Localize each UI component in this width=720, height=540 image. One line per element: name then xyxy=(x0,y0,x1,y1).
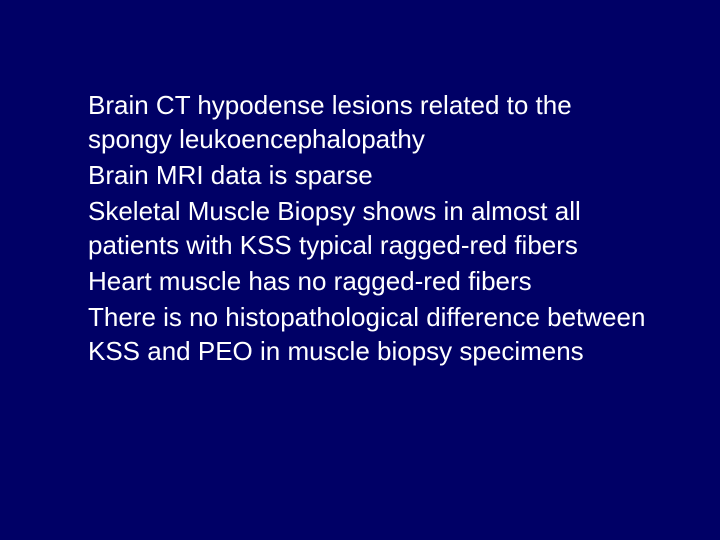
bullet-icon: • xyxy=(60,88,88,122)
bullet-icon: • xyxy=(60,194,88,228)
bullet-list: • Brain CT hypodense lesions related to … xyxy=(60,88,660,368)
bullet-text: Brain CT hypodense lesions related to th… xyxy=(88,88,660,156)
bullet-icon: • xyxy=(60,158,88,192)
bullet-text: There is no histopathological difference… xyxy=(88,300,660,368)
bullet-icon: • xyxy=(60,264,88,298)
list-item: • Skeletal Muscle Biopsy shows in almost… xyxy=(60,194,660,262)
list-item: • Brain CT hypodense lesions related to … xyxy=(60,88,660,156)
list-item: • Heart muscle has no ragged-red fibers xyxy=(60,264,660,298)
slide-container: • Brain CT hypodense lesions related to … xyxy=(0,0,720,540)
list-item: • There is no histopathological differen… xyxy=(60,300,660,368)
bullet-text: Brain MRI data is sparse xyxy=(88,158,373,192)
bullet-text: Heart muscle has no ragged-red fibers xyxy=(88,264,532,298)
bullet-icon: • xyxy=(60,300,88,334)
list-item: • Brain MRI data is sparse xyxy=(60,158,660,192)
bullet-text: Skeletal Muscle Biopsy shows in almost a… xyxy=(88,194,660,262)
